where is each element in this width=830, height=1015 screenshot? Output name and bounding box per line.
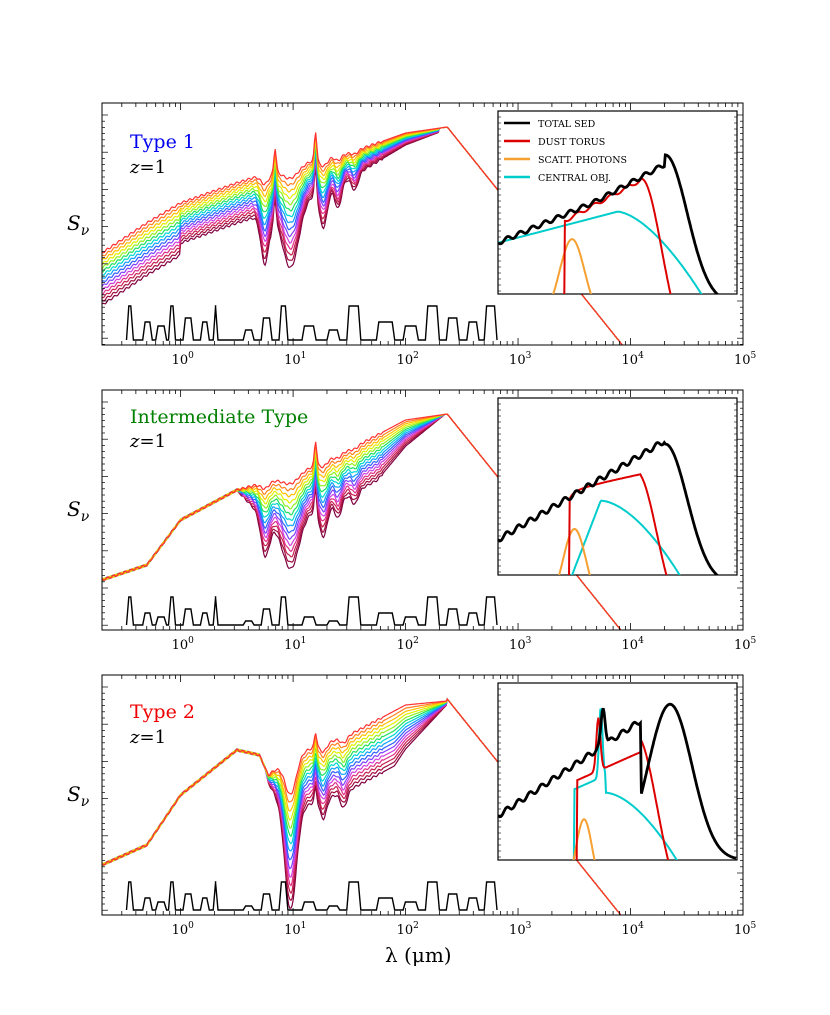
filter-curves	[125, 305, 498, 341]
redshift-label: z=1	[129, 157, 166, 178]
y-axis-label: Sν	[67, 782, 90, 810]
x-tick-label: 103	[509, 921, 532, 938]
total-sed-curve	[498, 440, 719, 575]
x-tick-label: 100	[172, 636, 195, 653]
inset-plot-area	[498, 702, 737, 860]
x-tick-label: 102	[397, 636, 419, 653]
x-tick-label: 105	[734, 351, 757, 368]
inset-panel: TOTAL SED DUST TORUS SCATT. PHOTONS CENTRAL…	[497, 110, 738, 295]
central-obj-curve	[571, 499, 681, 575]
panel-1: 100 101 102 103 104 105 Sν Type 1 z=1 TOTAL SED DU…	[67, 102, 757, 368]
panel-title: Type 1	[130, 131, 195, 153]
plot-frame	[101, 674, 744, 916]
inset-frame	[497, 682, 738, 861]
dust-torus-curve	[563, 177, 672, 294]
redshift-label: z=1	[129, 431, 166, 452]
legend-label: SCATT. PHOTONS	[538, 155, 627, 166]
plot-frame	[101, 389, 744, 631]
x-tick-label: 100	[172, 351, 195, 368]
inset-panel	[497, 397, 738, 576]
filter-curves	[125, 881, 498, 911]
x-axis-label: λ (μm)	[385, 943, 452, 967]
x-tick-label: 105	[734, 636, 757, 653]
dust-torus-curve	[575, 717, 670, 860]
total-sed-curve	[498, 153, 720, 294]
inset-frame	[497, 397, 738, 576]
x-tick-label: 105	[734, 921, 757, 938]
x-tick-label: 104	[622, 636, 645, 653]
x-tick-label: 102	[397, 921, 419, 938]
x-tick-label: 101	[284, 351, 306, 368]
inset-plot-area	[498, 440, 719, 575]
total-sed-curve	[498, 702, 737, 860]
y-axis-label: Sν	[67, 497, 90, 525]
inset-panel	[497, 682, 738, 861]
redshift-label: z=1	[129, 727, 166, 748]
x-tick-label: 100	[172, 921, 195, 938]
central-obj-curve	[572, 707, 678, 860]
plot-frame	[101, 102, 744, 346]
inset-frame	[497, 110, 738, 295]
x-tick-label: 104	[622, 921, 645, 938]
x-tick-label: 101	[284, 636, 306, 653]
panel-2: 100 101 102 103 104 105 Sν Intermediate Type z=1	[67, 389, 757, 653]
panel-title: Type 2	[130, 701, 195, 723]
central-obj-curve	[498, 210, 703, 294]
panel-title: Intermediate Type	[130, 406, 308, 428]
dust-torus-curve	[568, 473, 668, 575]
y-axis-label: Sν	[67, 211, 90, 239]
inset-plot-area	[498, 153, 720, 294]
legend-label: TOTAL SED	[538, 119, 596, 130]
legend-label: CENTRAL OBJ.	[538, 173, 611, 184]
x-tick-label: 101	[284, 921, 306, 938]
x-tick-label: 104	[622, 351, 645, 368]
filter-curves	[125, 596, 498, 626]
x-tick-label: 103	[509, 636, 532, 653]
x-tick-label: 103	[509, 351, 532, 368]
x-tick-label: 102	[397, 351, 419, 368]
panel-3: 100 101 102 103 104 105 Sν Type 2 z=1	[67, 674, 757, 938]
legend-label: DUST TORUS	[538, 137, 605, 148]
